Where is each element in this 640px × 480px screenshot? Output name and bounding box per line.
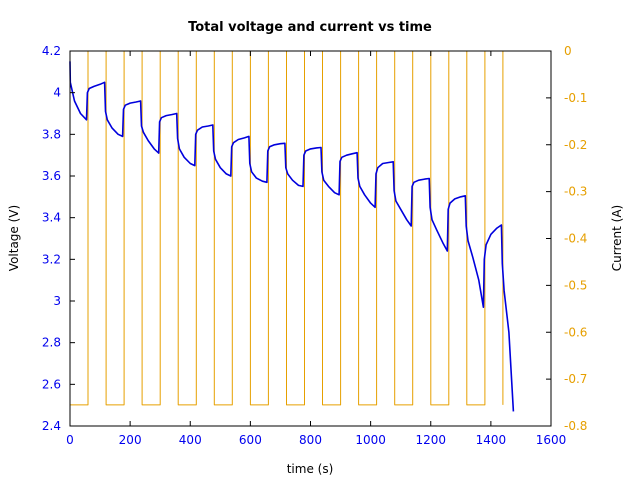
y2-tick-label: 0 — [564, 44, 572, 58]
y-tick-label: 3 — [53, 294, 61, 308]
y2-tick-label: -0.7 — [564, 372, 587, 386]
y2-axis-label: Current (A) — [610, 205, 624, 271]
y-tick-label: 2.6 — [42, 377, 61, 391]
y2-tick-label: -0.4 — [564, 232, 587, 246]
y-tick-label: 3.8 — [42, 127, 61, 141]
x-tick-label: 0 — [66, 433, 74, 447]
y-tick-label: 4 — [53, 86, 61, 100]
x-tick-label: 1000 — [355, 433, 386, 447]
y-tick-label: 3.6 — [42, 169, 61, 183]
y2-tick-label: -0.6 — [564, 325, 587, 339]
x-tick-label: 1400 — [476, 433, 507, 447]
y2-tick-label: -0.2 — [564, 138, 587, 152]
voltage-series-line — [69, 61, 515, 412]
y2-tick-label: -0.5 — [564, 278, 587, 292]
x-tick-label: 400 — [179, 433, 202, 447]
y-tick-label: 3.2 — [42, 252, 61, 266]
plot-area — [69, 50, 515, 412]
x-tick-label: 200 — [119, 433, 142, 447]
y-axis-label: Voltage (V) — [7, 205, 21, 271]
y2-tick-label: -0.3 — [564, 185, 587, 199]
x-axis-label: time (s) — [287, 462, 334, 476]
y2-tick-label: -0.8 — [564, 419, 587, 433]
x-tick-label: 1200 — [415, 433, 446, 447]
x-tick-label: 600 — [239, 433, 262, 447]
x-tick-label: 800 — [299, 433, 322, 447]
right-axis-ticks: -0.8 -0.7 -0.6 -0.5 -0.4 -0.3 -0.2 -0.1 0 — [546, 44, 587, 433]
y-tick-label: 2.4 — [42, 419, 61, 433]
chart-title: Total voltage and current vs time — [188, 20, 432, 35]
y-tick-label: 3.4 — [42, 211, 61, 225]
bottom-axis-ticks: 0 200 400 600 800 1000 1200 1400 1600 — [66, 51, 566, 447]
y-tick-label: 2.8 — [42, 336, 61, 350]
left-axis-ticks: 2.4 2.6 2.8 3 3.2 3.4 3.6 3.8 4 4.2 — [42, 44, 75, 433]
y2-tick-label: -0.1 — [564, 91, 587, 105]
y-tick-label: 4.2 — [42, 44, 61, 58]
x-tick-label: 1600 — [536, 433, 567, 447]
current-series-line — [70, 50, 504, 406]
